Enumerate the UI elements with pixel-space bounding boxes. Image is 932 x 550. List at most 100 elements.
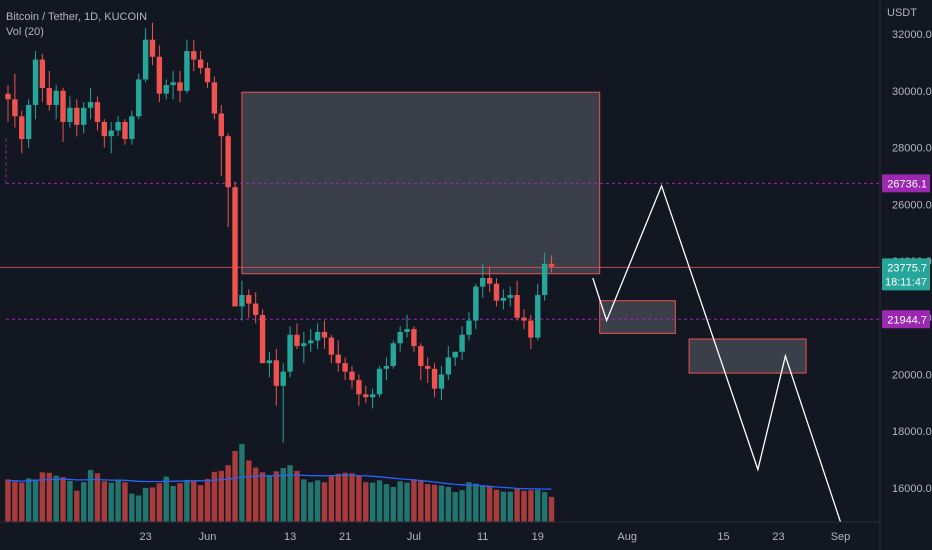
candle [163,85,169,94]
volume-bar [493,489,500,522]
volume-bar [80,482,87,522]
candle [535,295,541,338]
current-price-tag-text: 18:11:47 [885,276,927,288]
candle [142,39,149,80]
volume-bar [342,472,348,522]
volume-bar [156,483,163,522]
candle [390,343,396,366]
volume-bar [129,493,135,522]
volume-bar [418,479,424,522]
candle [191,51,197,60]
price-tick-label: 26000.0 [892,199,932,211]
volume-bar [287,465,293,522]
candle [252,303,259,315]
volume-bar [211,471,218,522]
volume-ma-line [7,474,552,490]
volume-bar [108,482,114,522]
chart-legend: Bitcoin / Tether, 1D, KUCOIN Vol (20) [6,10,147,40]
volume-bar [239,443,245,522]
candle [273,360,280,386]
volume-bar [142,487,149,522]
candle [404,329,410,332]
volume-bar [438,485,445,522]
candle [514,295,520,318]
volume-bar [259,472,266,522]
price-line-tag-bg [882,174,930,193]
volume-bar [32,479,39,522]
candle [46,87,52,105]
candle [149,39,156,57]
time-tick-label: Jul [407,531,421,543]
volume-bar [328,475,335,522]
volume-bar [122,482,128,522]
volume-bar [314,480,321,522]
volume-bar [39,472,46,522]
volume-bar [376,480,383,522]
price-tick-label: 32000.0 [892,29,932,41]
candle [19,116,25,140]
volume-bar [459,490,465,522]
volume-bar [356,475,362,522]
volume-bar [548,496,555,522]
price-axis-unit: USDT [887,7,917,19]
candle [101,121,108,137]
volume-bar [101,481,108,522]
candle [80,107,87,125]
volume-bar [363,482,369,522]
volume-bar [184,479,190,522]
volume-bars [5,443,555,522]
candle [39,59,46,88]
candle [115,121,121,131]
candle [266,360,273,364]
candle [122,121,128,140]
volume-bar [266,475,273,522]
price-tick-label: 20000.0 [892,369,932,381]
candle [383,365,390,369]
candle [321,331,328,338]
candle [74,107,80,125]
candle [136,79,142,117]
candle [521,317,527,321]
time-tick-label: 21 [339,531,351,543]
symbol-title: Bitcoin / Tether, 1D, KUCOIN [6,11,148,23]
candle [184,51,190,91]
candle [232,187,238,307]
candle [459,334,465,352]
volume-bar [308,482,314,522]
volume-bar [177,483,183,522]
time-tick-label: 13 [284,531,296,543]
volume-bar [170,486,176,522]
volume-bar [424,484,431,522]
volume-bar [280,468,286,522]
time-tick-label: Aug [617,531,637,543]
volume-bar [404,482,410,522]
candle [342,363,348,372]
candle [507,295,513,298]
candle [287,334,293,372]
candle [246,295,252,304]
candle [197,59,204,69]
candle [445,357,452,375]
candle [548,263,555,267]
candle [480,278,486,287]
candle [500,297,507,301]
candle [25,104,32,140]
time-tick-label: Sep [831,531,851,543]
candle [397,331,403,344]
zones [241,91,807,374]
candle [280,371,286,386]
price-tick-label: 18000.0 [892,426,932,438]
volume-bar [74,490,80,522]
candle [204,68,211,83]
time-tick-label: 15 [717,531,729,543]
volume-bar [5,479,11,522]
candle [438,374,445,389]
candle [493,283,500,301]
candle [363,394,369,398]
candle [225,136,231,188]
candle [356,380,362,395]
volume-bar [225,465,231,522]
volume-bar [301,479,307,522]
volume-bar [390,486,396,522]
